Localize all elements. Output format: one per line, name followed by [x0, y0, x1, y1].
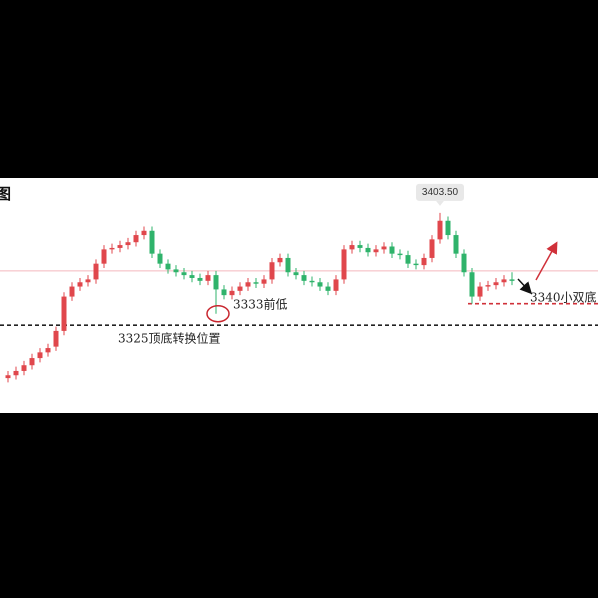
candle-body	[253, 282, 259, 284]
level-label: 3325顶底转换位置	[118, 331, 221, 346]
candle-body	[357, 245, 363, 248]
arrow	[517, 278, 533, 295]
candle-body	[221, 289, 227, 296]
candle-body	[29, 358, 35, 366]
candle-body	[429, 239, 435, 258]
candle-body	[213, 275, 219, 290]
candle-body	[509, 279, 515, 281]
candle-body	[157, 253, 163, 264]
candle-body	[125, 242, 131, 246]
candle-body	[85, 279, 91, 283]
candle-body	[381, 246, 387, 250]
candle-body	[149, 230, 155, 254]
prior-low-label: 3333前低	[233, 297, 288, 312]
candle-body	[301, 275, 307, 281]
candle-body	[197, 277, 203, 281]
candle-body	[165, 263, 171, 270]
candle-body	[117, 245, 123, 248]
candle-body	[245, 282, 251, 287]
candle-body	[325, 286, 331, 291]
plot-area	[0, 178, 598, 413]
candle-body	[261, 279, 267, 284]
candle-body	[21, 365, 27, 371]
candle-body	[45, 348, 51, 353]
candle-body	[349, 245, 355, 250]
candle-body	[285, 257, 291, 273]
candle-body	[493, 282, 499, 286]
candle-body	[453, 235, 459, 254]
candle-body	[317, 282, 323, 287]
candle-body	[461, 253, 467, 273]
candle-body	[333, 279, 339, 291]
candle-body	[341, 249, 347, 280]
candle-body	[469, 272, 475, 297]
candle-body	[373, 249, 379, 253]
candle-body	[365, 247, 371, 253]
peak-label: 3403.50	[422, 187, 459, 198]
candle-body	[205, 275, 211, 281]
candle-body	[405, 255, 411, 264]
candle-body	[485, 285, 491, 287]
peak-label-pointer	[436, 200, 444, 206]
candle-body	[5, 375, 11, 379]
candle-body	[61, 296, 67, 331]
candle-body	[181, 272, 187, 276]
candle-body	[277, 257, 283, 263]
candle-body	[421, 257, 427, 266]
candle-body	[53, 330, 59, 347]
candle-body	[37, 352, 43, 359]
plot: 3325顶底转换位置 3340小双底 3403.50 3333前低	[0, 183, 598, 383]
candle-body	[389, 246, 395, 254]
candle-body	[173, 269, 179, 273]
candle-body	[269, 262, 275, 280]
candle-body	[77, 282, 83, 287]
candle-body	[109, 247, 115, 250]
candle-body	[189, 275, 195, 278]
arrow	[535, 241, 558, 281]
candle-body	[13, 370, 19, 376]
level-label: 3340小双底	[530, 290, 597, 305]
candle-body	[413, 263, 419, 266]
candle-body	[133, 235, 139, 243]
candle-body	[397, 253, 403, 256]
candle-body	[309, 280, 315, 283]
candle-body	[477, 286, 483, 297]
chart-title: 图	[0, 185, 11, 203]
candle-body	[69, 286, 75, 297]
candle-body	[501, 279, 507, 283]
candle-body	[445, 220, 451, 236]
candle-body	[293, 272, 299, 276]
candle-body	[141, 230, 147, 236]
candle-body	[229, 290, 235, 296]
prior-low-circle	[206, 304, 230, 323]
candle-body	[101, 249, 107, 264]
candle-body	[93, 263, 99, 280]
peak-label-box	[416, 183, 464, 201]
candle-body	[437, 220, 443, 240]
candle-body	[237, 286, 243, 291]
